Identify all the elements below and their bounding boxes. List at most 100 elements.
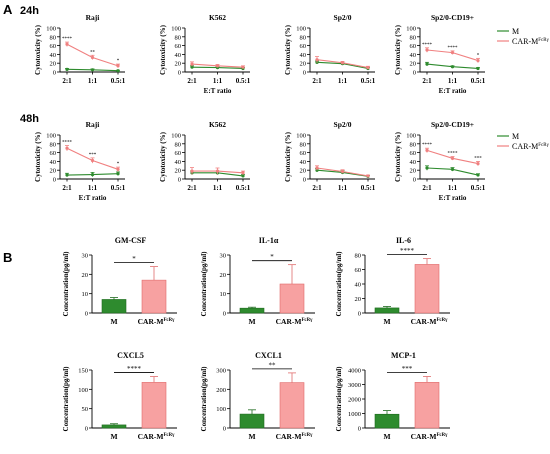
chart-b1: GM-CSF 0 10 20 30 Concentration(pg/ml) M CAR-MF… [62, 236, 177, 326]
x-tick-label-m: M [248, 432, 255, 441]
x-tick-label-car-main: CAR-M [276, 432, 302, 441]
data-point-car [425, 48, 429, 52]
y-tick-label: 40 [410, 52, 417, 59]
x-tick-label: 2:1 [422, 77, 432, 85]
x-axis-label: E:T ratio [79, 194, 107, 202]
x-tick-label: 1:1 [213, 77, 223, 85]
x-tick-label: 2:1 [312, 184, 322, 192]
x-tick-label-car-main: CAR-M [411, 432, 437, 441]
y-tick-label: 1000 [348, 411, 361, 418]
y-tick-label: 100 [296, 133, 306, 140]
x-tick-label-car: CAR-MFcRγ [276, 317, 313, 326]
y-tick-label: 3000 [348, 382, 361, 389]
data-point-car [190, 169, 194, 173]
x-tick-label-car: CAR-MFcRγ [138, 432, 175, 441]
y-tick-label: 100 [406, 26, 416, 33]
x-tick-label: 2:1 [422, 184, 432, 192]
y-tick-label: 0 [413, 177, 416, 184]
significance-mark: *** [402, 365, 413, 373]
y-tick-label: 40 [50, 159, 57, 166]
y-tick-label: 0 [85, 426, 88, 433]
y-tick-label: 2000 [348, 397, 361, 404]
y-axis-label: Cytotoxicity (%) [34, 131, 42, 182]
significance-mark: * [117, 162, 120, 167]
chart-b2: IL-1α 0 10 20 30 Concentration(pg/ml) M CAR-MFc… [200, 236, 315, 326]
y-tick-label: 10 [82, 291, 89, 298]
panel-label-a: A [3, 2, 13, 17]
data-point-m [116, 172, 120, 176]
significance-mark: **** [127, 365, 142, 373]
significance-mark: **** [62, 141, 73, 146]
significance-mark: **** [422, 43, 433, 48]
data-point-m [425, 62, 429, 66]
row-label-24h: 24h [20, 5, 39, 17]
significance-mark: ** [90, 50, 96, 55]
legend-label-car-48: CAR-MFcRγ [512, 142, 550, 151]
y-tick-label: 0 [223, 311, 226, 318]
y-tick-label: 60 [175, 150, 182, 157]
chart-title: Sp2/0 [334, 120, 352, 129]
bar-car [414, 382, 440, 429]
y-tick-label: 80 [175, 141, 182, 148]
x-tick-label: 1:1 [213, 184, 223, 192]
x-tick-label: 1:1 [448, 77, 458, 85]
chart-b3: IL-6 0 20 40 60 80 Concentration(pg/ml) M CAR-MF… [335, 236, 450, 326]
data-point-car [315, 166, 319, 170]
x-tick-label-car: CAR-MFcRγ [411, 432, 448, 441]
y-tick-label: 40 [300, 159, 307, 166]
data-point-car [215, 169, 220, 173]
significance-mark: *** [89, 153, 97, 158]
y-axis-label: Concentration(pg/ml) [62, 251, 70, 317]
x-tick-label: 0.5:1 [361, 184, 376, 192]
x-tick-label-m: M [110, 432, 117, 441]
data-point-m [65, 173, 69, 177]
x-tick-label: 0.5:1 [111, 184, 126, 192]
y-tick-label: 40 [355, 282, 362, 289]
y-tick-label: 80 [300, 141, 307, 148]
y-tick-label: 80 [410, 141, 417, 148]
x-tick-label-car-sup: FcRγ [301, 318, 313, 323]
chart-title: Sp2/0-CD19+ [431, 120, 474, 129]
x-tick-label: 0.5:1 [236, 77, 251, 85]
y-tick-label: 60 [50, 43, 57, 50]
data-point-car [116, 64, 120, 68]
y-tick-label: 0 [358, 311, 361, 318]
x-tick-label-car-main: CAR-M [411, 317, 437, 326]
data-point-m [476, 173, 480, 177]
significance-mark: * [117, 59, 120, 64]
x-tick-label-car: CAR-MFcRγ [411, 317, 448, 326]
y-tick-label: 30 [82, 253, 89, 260]
x-tick-label-m: M [383, 432, 390, 441]
y-tick-label: 30 [220, 253, 227, 260]
chart-b4: CXCL5 0 50 100 150 Concentration(pg/ml) M CAR-M… [62, 351, 177, 441]
x-tick-label-car-main: CAR-M [276, 317, 302, 326]
significance-mark: **** [62, 37, 73, 42]
x-tick-label-car-sup: FcRγ [436, 433, 448, 438]
significance-mark: * [477, 53, 480, 58]
legend-car-text-48: CAR-M [512, 142, 538, 151]
x-tick-label-car-sup: FcRγ [436, 318, 448, 323]
y-tick-label: 60 [410, 43, 417, 50]
y-axis-label: Concentration(pg/ml) [335, 366, 343, 432]
x-tick-label: 1:1 [448, 184, 458, 192]
x-tick-label: 1:1 [88, 77, 98, 85]
y-tick-label: 40 [175, 52, 182, 59]
x-tick-label: 0.5:1 [111, 77, 126, 85]
bar-m [239, 307, 265, 314]
data-point-car [450, 156, 455, 160]
y-axis-label: Concentration(pg/ml) [335, 251, 343, 317]
chart-title: CXCL1 [255, 351, 282, 360]
y-tick-label: 20 [175, 61, 182, 68]
y-axis-label: Cytotoxicity (%) [34, 24, 42, 75]
y-tick-label: 40 [410, 159, 417, 166]
chart-b5: CXCL1 0 100 200 300 Concentration(pg/ml) M CAR-… [200, 351, 315, 441]
y-tick-label: 40 [175, 159, 182, 166]
significance-mark: * [132, 255, 136, 263]
y-tick-label: 0 [413, 70, 416, 77]
y-tick-label: 0 [53, 70, 56, 77]
